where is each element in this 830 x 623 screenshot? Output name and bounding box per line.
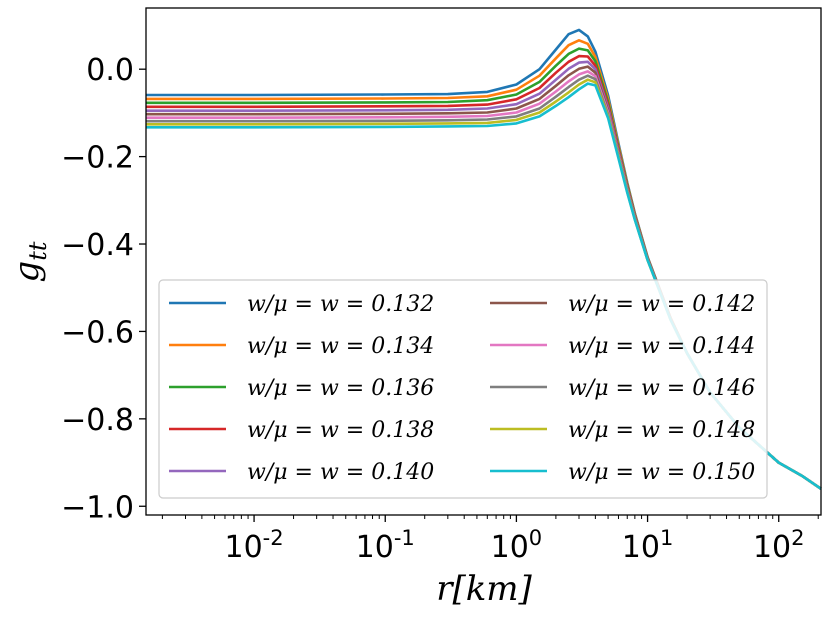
legend-frame — [158, 279, 768, 499]
x-tick-label: 100 — [491, 526, 543, 565]
x-tick-label: 101 — [622, 526, 674, 565]
legend-label-0-142: w/μ = w = 0.142 — [568, 292, 755, 317]
legend-label-0-138: w/μ = w = 0.138 — [247, 418, 434, 443]
y-axis-label-main: g — [7, 261, 47, 283]
x-tick-label: 10-2 — [224, 526, 283, 565]
y-tick-label: 0.0 — [86, 53, 134, 88]
legend-label-0-140: w/μ = w = 0.140 — [247, 460, 434, 485]
y-tick-label: −0.6 — [61, 315, 134, 350]
legend: w/μ = w = 0.132 w/μ = w = 0.134 w/μ = w = … — [158, 279, 768, 499]
y-tick-label: −0.2 — [61, 141, 134, 176]
plot-frame — [145, 7, 822, 516]
y-tick-label: −1.0 — [61, 490, 134, 525]
axes: 0.0 −0.2 −0.4 −0.6 −0.8 −1.0 10-2 10-1 100 101 102 — [61, 53, 819, 565]
y-axis-label-sub: tt — [24, 241, 52, 261]
y-tick-label: −0.4 — [61, 228, 134, 263]
legend-label-0-134: w/μ = w = 0.134 — [247, 334, 434, 359]
legend-label-0-136: w/μ = w = 0.136 — [247, 376, 434, 401]
legend-label-0-132: w/μ = w = 0.132 — [247, 292, 434, 317]
x-tick-label: 102 — [753, 526, 805, 565]
x-tick-label: 10-1 — [356, 526, 415, 565]
legend-label-0-144: w/μ = w = 0.144 — [568, 334, 755, 359]
legend-label-0-150: w/μ = w = 0.150 — [568, 460, 755, 485]
legend-label-0-148: w/μ = w = 0.148 — [568, 418, 755, 443]
y-tick-label: −0.8 — [61, 403, 134, 438]
legend-label-0-146: w/μ = w = 0.146 — [568, 376, 755, 401]
y-axis-label: gtt — [7, 241, 52, 282]
x-axis-label: r[km] — [436, 569, 532, 609]
